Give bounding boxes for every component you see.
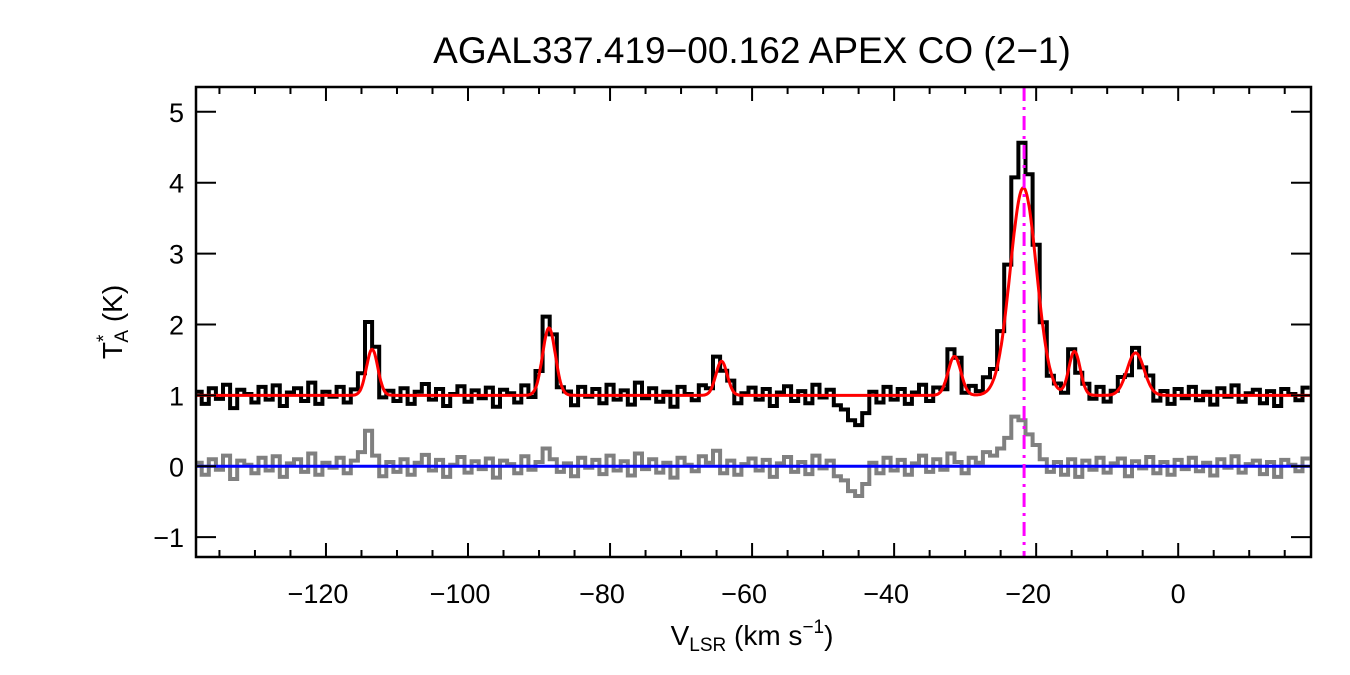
residual-series bbox=[196, 414, 1310, 498]
y-tick-label: 1 bbox=[169, 381, 184, 411]
x-tick-label: 0 bbox=[1171, 579, 1186, 609]
y-tick-label: 0 bbox=[169, 452, 184, 482]
x-tick-label: −20 bbox=[1005, 579, 1051, 609]
fit-series bbox=[196, 186, 1311, 397]
series-group bbox=[196, 87, 1311, 557]
plot-frame bbox=[194, 85, 1313, 559]
y-tick-label: 2 bbox=[169, 310, 184, 340]
plot-area bbox=[194, 85, 1313, 559]
x-axis: −120 −100 −80 −60 −40 −20 0 bbox=[218, 87, 1286, 609]
x-tick-label: −100 bbox=[430, 579, 491, 609]
y-tick-label: 5 bbox=[169, 98, 184, 128]
y-axis-label: T*A (K) bbox=[94, 285, 133, 359]
y-tick-label: 4 bbox=[169, 169, 184, 199]
x-tick-label: −80 bbox=[579, 579, 625, 609]
chart-title: AGAL337.419−00.162 APEX CO (2−1) bbox=[433, 30, 1071, 71]
x-tick-label: −60 bbox=[721, 579, 767, 609]
y-axis: −1 0 1 2 3 4 5 bbox=[153, 98, 1311, 553]
x-tick-label: −120 bbox=[288, 579, 349, 609]
y-tick-label: 3 bbox=[169, 240, 184, 270]
x-axis-label: VLSR (km s−1) bbox=[671, 617, 834, 656]
y-tick-label: −1 bbox=[153, 523, 184, 553]
x-tick-label: −40 bbox=[863, 579, 909, 609]
